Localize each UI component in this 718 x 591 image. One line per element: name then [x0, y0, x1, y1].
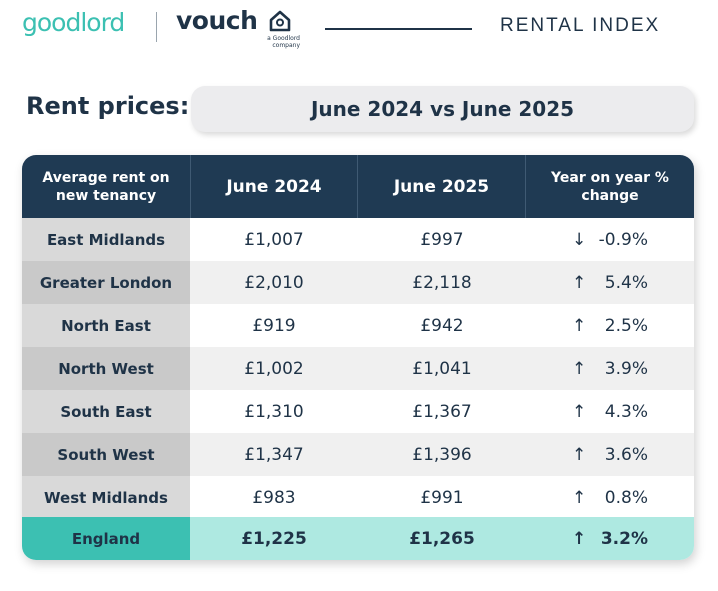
change-cell: ↑ 0.8% [526, 476, 694, 519]
logo-divider [156, 12, 157, 42]
table-row: West Midlands £983 £991 ↑ 0.8% [22, 476, 694, 519]
region-cell: West Midlands [22, 476, 190, 519]
arrow-up-icon: ↑ [572, 401, 587, 422]
arrow-up-icon: ↑ [572, 315, 587, 336]
header-divider [357, 155, 358, 218]
header-region: Average rent on new tenancy [22, 155, 190, 218]
table-row: South East £1,310 £1,367 ↑ 4.3% [22, 390, 694, 433]
region-cell: North West [22, 347, 190, 390]
header-rule [325, 28, 472, 30]
total-june-2025: £1,265 [358, 517, 526, 560]
table-row: East Midlands £1,007 £997 ↓ -0.9% [22, 218, 694, 261]
change-value: -0.9% [598, 229, 648, 250]
goodlord-logo: goodlord [22, 8, 125, 37]
change-value: 2.5% [604, 315, 648, 336]
vouch-tagline-line-1: a Goodlord [267, 35, 300, 42]
change-cell: ↑ 2.5% [526, 304, 694, 347]
total-june-2024: £1,225 [190, 517, 358, 560]
header-june-2025: June 2025 [393, 176, 490, 197]
table-row: Greater London £2,010 £2,118 ↑ 5.4% [22, 261, 694, 304]
vouch-logo: vouch [176, 6, 258, 35]
arrow-up-icon: ↑ [572, 444, 587, 465]
table-row: North West £1,002 £1,041 ↑ 3.9% [22, 347, 694, 390]
vouch-tagline: a Goodlord company [250, 35, 300, 49]
june-2025-cell: £2,118 [358, 261, 526, 304]
june-2024-cell: £1,347 [190, 433, 358, 476]
region-cell: South East [22, 390, 190, 433]
header-divider [525, 155, 526, 218]
change-value: 3.6% [604, 444, 648, 465]
june-2025-cell: £997 [358, 218, 526, 261]
change-value: 0.8% [604, 487, 648, 508]
change-cell: ↓ -0.9% [526, 218, 694, 261]
change-cell: ↑ 4.3% [526, 390, 694, 433]
table-row: North East £919 £942 ↑ 2.5% [22, 304, 694, 347]
change-value: 4.3% [604, 401, 648, 422]
region-cell: North East [22, 304, 190, 347]
header-change: Year on year % change [526, 155, 694, 218]
header-change-line-1: Year on year % [551, 169, 669, 186]
house-icon [269, 10, 291, 32]
june-2024-cell: £1,310 [190, 390, 358, 433]
comparison-text: June 2024 vs June 2025 [310, 97, 575, 121]
arrow-up-icon: ↑ [572, 358, 587, 379]
table-row: South West £1,347 £1,396 ↑ 3.6% [22, 433, 694, 476]
header-region-line-1: Average rent on [42, 169, 170, 186]
region-cell: Greater London [22, 261, 190, 304]
june-2025-cell: £1,367 [358, 390, 526, 433]
arrow-up-icon: ↑ [572, 272, 587, 293]
june-2025-cell: £991 [358, 476, 526, 519]
comparison-pill: June 2024 vs June 2025 [191, 86, 694, 132]
vouch-tagline-line-2: company [272, 42, 300, 49]
total-change: ↑ 3.2% [526, 517, 694, 560]
change-value: 3.9% [604, 358, 648, 379]
arrow-up-icon: ↑ [572, 487, 587, 508]
header-region-line-2: new tenancy [55, 187, 157, 204]
june-2025-cell: £942 [358, 304, 526, 347]
june-2024-cell: £983 [190, 476, 358, 519]
june-2024-cell: £1,002 [190, 347, 358, 390]
total-region: England [22, 517, 190, 560]
header-june-2024: June 2024 [226, 176, 322, 197]
change-value: 5.4% [604, 272, 648, 293]
header: goodlord vouch a Goodlord company RENTAL… [0, 0, 718, 70]
section-label: Rent prices: [26, 92, 190, 120]
change-cell: ↑ 3.6% [526, 433, 694, 476]
table-header: Average rent on new tenancy June 2024 Ju… [22, 155, 694, 218]
region-cell: South West [22, 433, 190, 476]
table-total-row: England £1,225 £1,265 ↑ 3.2% [22, 517, 694, 560]
change-cell: ↑ 5.4% [526, 261, 694, 304]
rent-table: Average rent on new tenancy June 2024 Ju… [22, 155, 694, 560]
arrow-up-icon: ↑ [572, 528, 587, 549]
june-2024-cell: £1,007 [190, 218, 358, 261]
header-divider [190, 155, 191, 218]
report-title: RENTAL INDEX [500, 15, 661, 36]
change-cell: ↑ 3.9% [526, 347, 694, 390]
region-cell: East Midlands [22, 218, 190, 261]
june-2025-cell: £1,396 [358, 433, 526, 476]
header-change-line-2: change [581, 187, 639, 204]
june-2025-cell: £1,041 [358, 347, 526, 390]
june-2024-cell: £2,010 [190, 261, 358, 304]
arrow-down-icon: ↓ [572, 229, 587, 250]
total-change-value: 3.2% [600, 528, 648, 549]
june-2024-cell: £919 [190, 304, 358, 347]
